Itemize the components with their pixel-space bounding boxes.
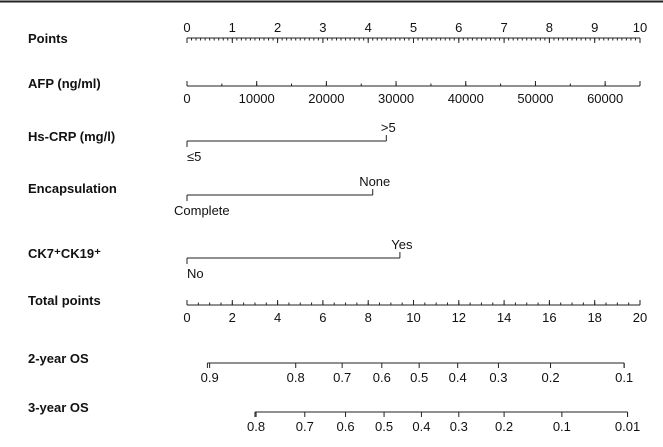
- tick-label: 0.6: [337, 419, 355, 434]
- tick-label: 6: [455, 20, 462, 35]
- tick-label: 0.9: [201, 370, 219, 385]
- tick-label: 0.4: [412, 419, 430, 434]
- tick-label: 4: [365, 20, 372, 35]
- tick-label: 7: [500, 20, 507, 35]
- tick-label: 0.1: [615, 370, 633, 385]
- tick-label: 4: [274, 310, 281, 325]
- tick-label: 0.6: [373, 370, 391, 385]
- tick-label: 0.2: [541, 370, 559, 385]
- row-label: Points: [28, 31, 68, 46]
- tick-label: 20000: [308, 91, 344, 106]
- tick-label: 0.7: [296, 419, 314, 434]
- row-hs-crp-mg-l: Hs-CRP (mg/l) ≤5 >5: [28, 120, 396, 164]
- level-label: ≤5: [187, 149, 201, 164]
- tick-label: 5: [410, 20, 417, 35]
- tick-label: 0: [183, 91, 190, 106]
- tick-label: 0.8: [287, 370, 305, 385]
- tick-label: 2: [229, 310, 236, 325]
- tick-label: 8: [365, 310, 372, 325]
- level-label: >5: [381, 120, 396, 135]
- level-label: Yes: [391, 237, 413, 252]
- tick-label: 40000: [448, 91, 484, 106]
- tick-label: 10: [633, 20, 647, 35]
- tick-label: 20: [633, 310, 647, 325]
- row-encapsulation: Encapsulation Complete None: [28, 174, 390, 218]
- tick-label: 0.7: [333, 370, 351, 385]
- row-label: Encapsulation: [28, 181, 117, 196]
- tick-label: 10: [406, 310, 420, 325]
- row-label: AFP (ng/ml): [28, 76, 101, 91]
- tick-label: 30000: [378, 91, 414, 106]
- tick-label: 6: [319, 310, 326, 325]
- level-label: No: [187, 266, 204, 281]
- row-label: Hs-CRP (mg/l): [28, 129, 115, 144]
- tick-label: 1: [229, 20, 236, 35]
- row-afp-ng-ml: AFP (ng/ml) 0 10000 20000 30000 40000 50000 600…: [28, 76, 641, 106]
- tick-label: 0.4: [449, 370, 467, 385]
- tick-label: 8: [546, 20, 553, 35]
- tick-label: 60000: [587, 91, 623, 106]
- row-ck7-ck19: CK7⁺CK19⁺ No Yes: [28, 237, 413, 281]
- tick-label: 50000: [517, 91, 553, 106]
- row-label: 3-year OS: [28, 400, 89, 415]
- tick-label: 0: [183, 20, 190, 35]
- tick-label: 0.2: [495, 419, 513, 434]
- tick-label: 3: [319, 20, 326, 35]
- tick-label: 10000: [239, 91, 275, 106]
- tick-label: 16: [542, 310, 556, 325]
- tick-label: 0.3: [489, 370, 507, 385]
- level-label: Complete: [174, 203, 230, 218]
- tick-label: 9: [591, 20, 598, 35]
- row-points: Points 0 1 2 3 4 5 6 7 8 9 10: [28, 20, 647, 46]
- tick-label: 0: [183, 310, 190, 325]
- tick-label: 0.5: [410, 370, 428, 385]
- level-label: None: [359, 174, 390, 189]
- tick-label: 2: [274, 20, 281, 35]
- row-3-year-os: 3-year OS 0.8 0.7 0.6 0.5 0.4 0.3 0.2 0.1 0.01: [28, 400, 640, 434]
- tick-label: 0.8: [247, 419, 265, 434]
- tick-label: 18: [587, 310, 601, 325]
- tick-label: 14: [497, 310, 511, 325]
- tick-label: 12: [452, 310, 466, 325]
- tick-label: 0.1: [553, 419, 571, 434]
- tick-label: 0.01: [615, 419, 640, 434]
- row-label: CK7⁺CK19⁺: [28, 246, 101, 261]
- tick-label: 0.3: [450, 419, 468, 434]
- row-2-year-os: 2-year OS 0.9 0.8 0.7 0.6 0.5 0.4 0.3 0.2 0.1: [28, 351, 633, 385]
- row-label: 2-year OS: [28, 351, 89, 366]
- tick-label: 0.5: [375, 419, 393, 434]
- row-label: Total points: [28, 293, 101, 308]
- row-total-points: Total points 0 2 4 6 8 10 12 14 16 18 20: [28, 293, 647, 325]
